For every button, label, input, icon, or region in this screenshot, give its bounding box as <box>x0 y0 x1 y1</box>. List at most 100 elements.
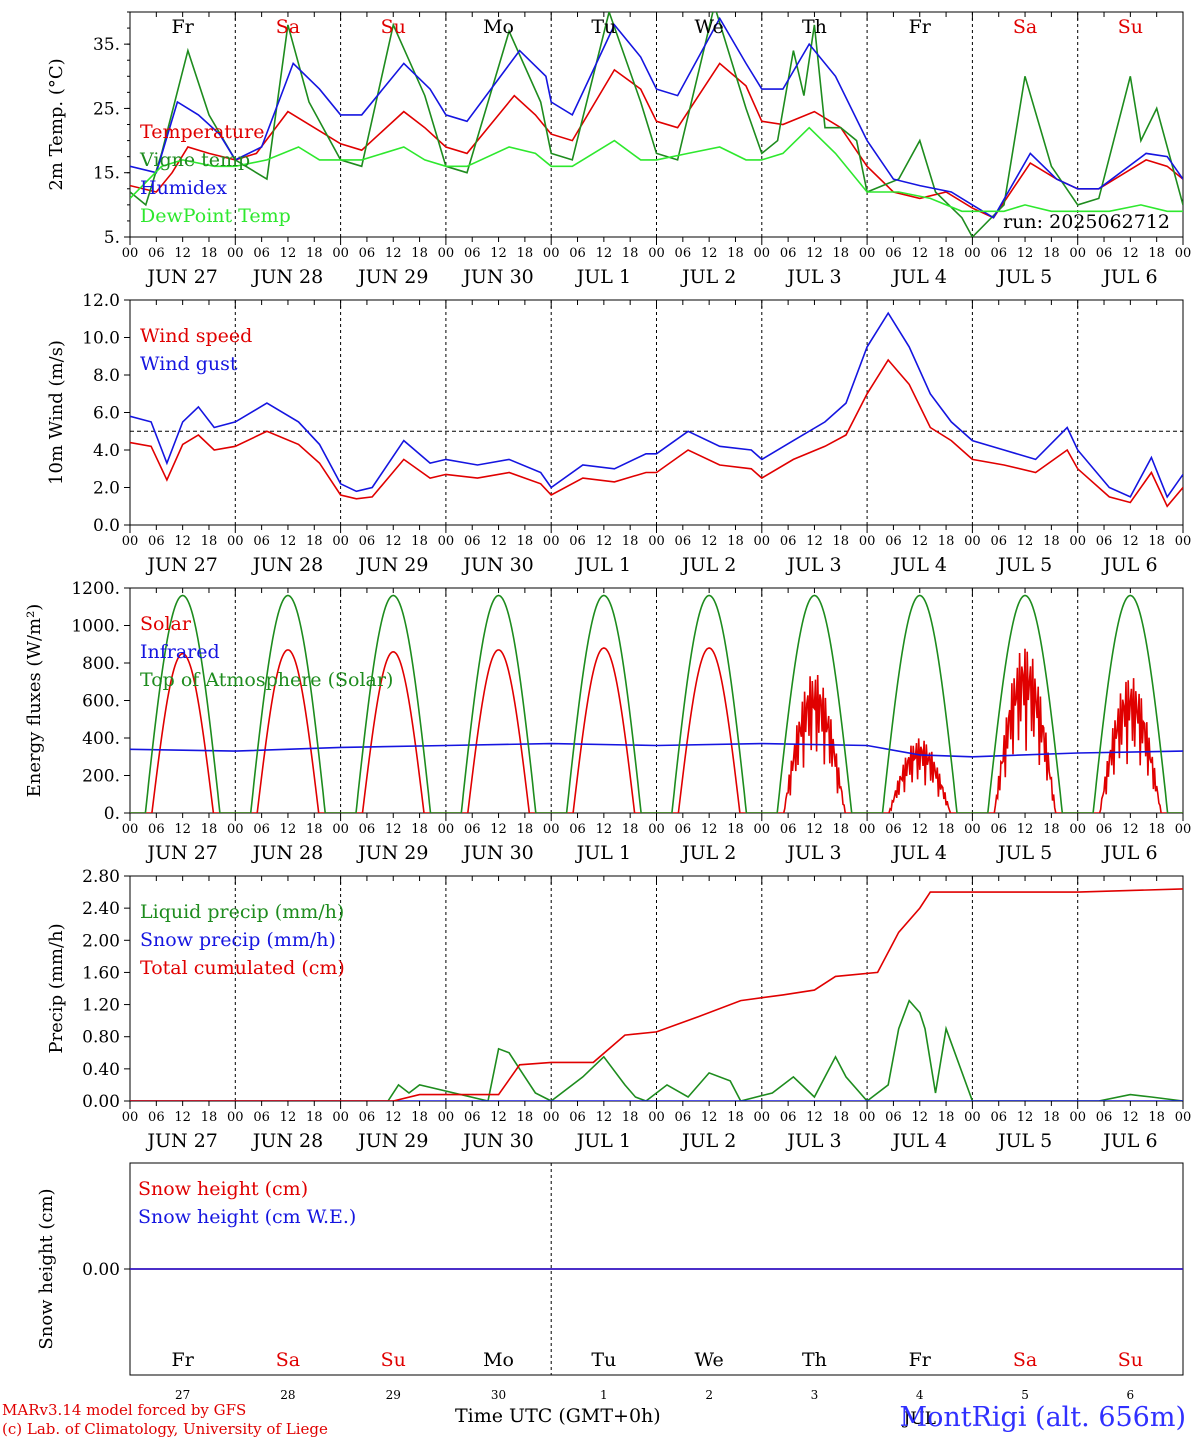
hour-tick-label: 18 <box>411 534 428 549</box>
date-label: JUN 30 <box>461 266 533 288</box>
hour-tick-label: 12 <box>1122 534 1139 549</box>
hour-tick-label: 18 <box>1148 822 1165 837</box>
hour-tick-label: 18 <box>306 1110 323 1125</box>
y-tick-label: 0. <box>104 804 120 824</box>
hour-tick-label: 00 <box>1069 534 1086 549</box>
hour-tick-label: 18 <box>727 246 744 261</box>
series-line-humidex <box>130 16 1183 219</box>
panel-5: 0.00 Snow height (cm) Snow height (cm) Snow… <box>36 1162 1184 1376</box>
hour-tick-label: 00 <box>1175 246 1192 261</box>
legend-entry: Solar <box>140 613 192 635</box>
hour-tick-label: 18 <box>1148 1110 1165 1125</box>
weekday-label-top: Fr <box>172 16 195 38</box>
hour-tick-label: 06 <box>780 246 797 261</box>
hour-tick-label: 18 <box>1148 246 1165 261</box>
weekday-label-top: Sa <box>1013 16 1037 38</box>
hour-tick-label: 00 <box>754 1110 771 1125</box>
y-tick-label: 0.00 <box>82 1092 120 1112</box>
date-label: JUN 29 <box>356 1130 428 1152</box>
weekday-label-top: We <box>695 16 724 38</box>
y-tick-label: 35. <box>93 35 120 55</box>
y-tick-label: 5. <box>104 228 120 248</box>
date-label: JUN 28 <box>251 266 323 288</box>
date-label: JUL 2 <box>680 1130 736 1152</box>
date-label: JUL 2 <box>680 554 736 576</box>
hour-tick-label: 18 <box>833 822 850 837</box>
panel-1: 00 06 12 18 00 06 12 18 00 06 12 18 00 06 12 18 00 06 12 18… <box>46 11 1192 288</box>
hour-tick-label: 18 <box>517 534 534 549</box>
hour-tick-label: 00 <box>754 534 771 549</box>
hour-tick-label: 06 <box>359 822 376 837</box>
hour-tick-label: 00 <box>438 822 455 837</box>
hour-tick-label: 00 <box>859 246 876 261</box>
legend-entry: DewPoint Temp <box>140 205 291 227</box>
hour-tick-label: 18 <box>1043 534 1060 549</box>
panel-2: 00 06 12 18 00 06 12 18 00 06 12 18 00 06 12 18 00 06 12 18… <box>46 291 1191 576</box>
hour-tick-label: 00 <box>1069 822 1086 837</box>
hour-tick-label: 12 <box>806 822 823 837</box>
y-tick-label: 0.0 <box>93 516 120 536</box>
hour-tick-label: 06 <box>148 1110 165 1125</box>
hour-tick-label: 12 <box>701 246 718 261</box>
hour-tick-label: 00 <box>754 246 771 261</box>
hour-tick-label: 06 <box>675 246 692 261</box>
date-label: JUN 29 <box>356 554 428 576</box>
y-axis-label: 2m Temp. (°C) <box>46 58 67 190</box>
hour-tick-label: 12 <box>806 1110 823 1125</box>
date-label: JUL 2 <box>680 842 736 864</box>
weekday-label-bottom: Tu <box>591 1349 616 1371</box>
hour-tick-label: 06 <box>464 246 481 261</box>
bottom-day-number: 29 <box>386 1388 401 1402</box>
hour-tick-label: 06 <box>885 1110 902 1125</box>
hour-tick-label: 12 <box>701 534 718 549</box>
weekday-label-top: Th <box>802 16 827 38</box>
hour-tick-label: 12 <box>280 1110 297 1125</box>
hour-tick-label: 06 <box>569 246 586 261</box>
lab-credit: (c) Lab. of Climatology, University of L… <box>2 1420 328 1438</box>
y-tick-label: 2.0 <box>93 479 120 499</box>
date-label: JUL 4 <box>891 554 947 576</box>
hour-tick-label: 06 <box>253 1110 270 1125</box>
bottom-day-number: 1 <box>600 1388 608 1402</box>
hour-tick-label: 00 <box>648 246 665 261</box>
bottom-day-number: 27 <box>175 1388 190 1402</box>
hour-tick-label: 12 <box>280 534 297 549</box>
hour-tick-label: 00 <box>438 246 455 261</box>
hour-tick-label: 18 <box>517 1110 534 1125</box>
hour-tick-label: 00 <box>964 1110 981 1125</box>
legend-entry: Liquid precip (mm/h) <box>140 901 344 923</box>
hour-tick-label: 12 <box>1122 822 1139 837</box>
hour-tick-label: 06 <box>885 534 902 549</box>
hour-tick-label: 06 <box>990 246 1007 261</box>
legend-entry: Wind gust <box>140 353 238 375</box>
hour-tick-label: 06 <box>675 1110 692 1125</box>
hour-tick-label: 00 <box>227 534 244 549</box>
hour-tick-label: 00 <box>122 822 139 837</box>
legend-entry: Infrared <box>140 641 220 663</box>
hour-tick-label: 12 <box>280 246 297 261</box>
y-tick-label: 1000. <box>71 617 120 637</box>
hour-tick-label: 12 <box>490 534 507 549</box>
weekday-label-top: Sa <box>276 16 300 38</box>
hour-tick-label: 12 <box>280 822 297 837</box>
hour-tick-label: 00 <box>648 1110 665 1125</box>
hour-tick-label: 06 <box>885 246 902 261</box>
weekday-label-bottom: We <box>695 1349 724 1371</box>
hour-tick-label: 12 <box>174 246 191 261</box>
hour-tick-label: 18 <box>1043 1110 1060 1125</box>
series-line-infrared <box>130 742 1183 758</box>
hour-tick-label: 12 <box>1122 1110 1139 1125</box>
y-axis-label: Snow height (cm) <box>36 1188 57 1349</box>
y-tick-label: 1.60 <box>82 963 120 983</box>
y-tick-label: 0.00 <box>82 1260 120 1280</box>
legend-entry: Snow height (cm W.E.) <box>138 1206 356 1228</box>
date-label: JUL 3 <box>785 842 841 864</box>
hour-tick-label: 18 <box>833 246 850 261</box>
panel-frame <box>129 299 1184 526</box>
hour-tick-label: 12 <box>701 1110 718 1125</box>
hour-tick-label: 00 <box>122 534 139 549</box>
hour-tick-label: 18 <box>306 534 323 549</box>
hour-tick-label: 12 <box>1017 1110 1034 1125</box>
hour-tick-label: 06 <box>885 822 902 837</box>
series-line-dewpoint-temp <box>130 126 1183 213</box>
